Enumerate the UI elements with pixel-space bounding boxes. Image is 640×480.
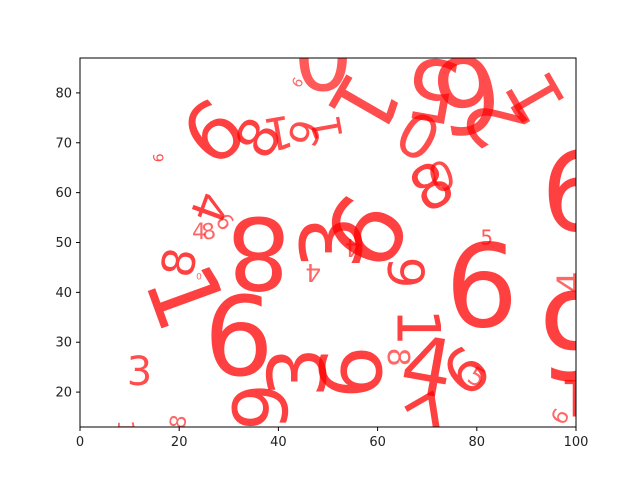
glyph-mark-43: 6 — [541, 129, 611, 257]
glyph-mark-15: 4 — [192, 220, 206, 245]
x-tick-label: 40 — [270, 435, 287, 450]
x-tick-label: 100 — [564, 435, 589, 450]
glyph-mark-28: 6 — [378, 257, 436, 289]
glyph-mark-25: 4 — [305, 258, 321, 287]
glyph-mark-30: 5 — [480, 226, 493, 250]
glyph-mark-22: 3 — [283, 215, 382, 269]
y-tick-label: 60 — [55, 186, 72, 201]
glyph-mark-35: 8 — [380, 348, 415, 367]
x-tick-label: 20 — [171, 435, 188, 450]
x-tick-label: 80 — [469, 435, 486, 450]
glyph-mark-0: 0 — [293, 3, 353, 113]
glyph-mark-18: 8 — [227, 194, 291, 311]
glyph-mark-46: 1 — [560, 368, 592, 426]
glyph-mark-36: 6 — [204, 273, 274, 401]
y-tick-label: 30 — [55, 336, 72, 351]
glyph-mark-39: 6 — [215, 383, 303, 431]
x-tick-label: 0 — [76, 435, 84, 450]
plot-area — [80, 58, 576, 427]
glyph-mark-44: 6 — [538, 263, 614, 402]
glyph-mark-16: 8 — [200, 219, 218, 246]
glyph-mark-48: 0 — [196, 272, 202, 282]
glyph-mark-37: 3 — [252, 347, 345, 398]
y-tick-label: 70 — [55, 136, 72, 151]
x-axis: 0 20 40 60 80 100 — [76, 427, 589, 450]
x-tick-label: 60 — [369, 435, 386, 450]
glyph-mark-45: 4 — [551, 271, 591, 293]
glyph-mark-29: 6 — [445, 220, 518, 354]
y-tick-label: 40 — [55, 286, 72, 301]
glyph-mark-38: 6 — [303, 345, 402, 399]
glyph-mark-24: 4 — [345, 233, 361, 262]
glyph-mark-21: 3 — [127, 349, 152, 395]
glyph-mark-40: 8 — [166, 413, 193, 431]
y-axis: 20 30 40 50 60 70 80 — [55, 86, 80, 401]
glyph-mark-41: 1 — [112, 420, 137, 434]
y-tick-label: 20 — [55, 386, 72, 401]
y-tick-label: 50 — [55, 236, 72, 251]
glyph-mark-31: 1 — [382, 308, 452, 346]
y-tick-label: 80 — [55, 86, 72, 101]
glyph-mark-12: 6 — [151, 153, 167, 162]
